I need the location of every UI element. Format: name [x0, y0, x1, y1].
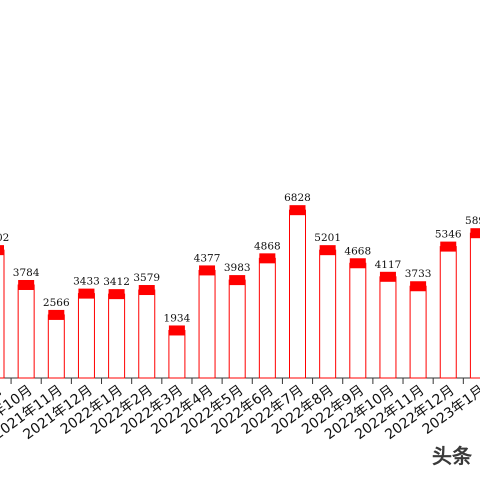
bar-15: [439, 246, 457, 379]
bar-6: [168, 329, 186, 379]
value-label-10: 6828: [284, 192, 311, 204]
category-labels-group: 2021年9月2021年10月2021年11月2021年12月2022年1月20…: [0, 382, 480, 443]
value-label-8: 3983: [224, 262, 251, 274]
value-label-12: 4668: [344, 245, 371, 257]
bar-14: [409, 285, 427, 379]
value-label-5: 3579: [133, 272, 160, 284]
bar-8: [228, 279, 246, 379]
bar-cap-8: [229, 275, 246, 286]
value-label-6: 1934: [164, 312, 191, 324]
bar-cap-12: [349, 258, 366, 269]
bar-cap-15: [440, 241, 457, 252]
bar-cap-7: [199, 265, 216, 276]
bar-cap-2: [48, 309, 65, 320]
value-label-15: 5346: [435, 229, 462, 241]
bar-12: [349, 262, 367, 379]
bar-11: [319, 249, 337, 379]
value-label-13: 4117: [375, 259, 402, 271]
bar-cap-6: [168, 325, 185, 336]
bar-3: [77, 293, 95, 379]
bar-cap-0: [0, 245, 4, 256]
bar-cap-16: [470, 228, 480, 239]
bar-5: [138, 289, 156, 379]
value-label-16: 5891: [465, 215, 480, 227]
bar-4: [108, 293, 126, 379]
value-label-2: 2566: [43, 297, 70, 309]
bar-13: [379, 276, 397, 379]
value-label-9: 4868: [254, 240, 281, 252]
value-label-0: 5202: [0, 232, 9, 244]
bar-cap-5: [138, 285, 155, 296]
bar-16: [469, 232, 480, 379]
bar-9: [258, 257, 276, 379]
bar-10: [289, 209, 306, 379]
bar-0: [0, 249, 5, 379]
value-label-1: 3784: [13, 267, 40, 279]
bar-cap-4: [108, 289, 125, 300]
value-label-7: 4377: [194, 252, 221, 264]
value-label-4: 3412: [103, 276, 130, 288]
bar-7: [198, 269, 216, 379]
value-label-11: 5201: [314, 232, 341, 244]
bar-1: [17, 284, 35, 379]
ticks-group: [10, 378, 464, 384]
watermark: 头条: [432, 444, 473, 468]
bar-cap-9: [259, 253, 276, 264]
bar-cap-3: [78, 288, 95, 299]
value-label-14: 3733: [405, 268, 432, 280]
bar-cap-13: [379, 271, 396, 282]
bar-2: [47, 314, 65, 379]
bars-group: [0, 205, 480, 379]
bar-cap-11: [319, 245, 336, 256]
value-label-3: 3433: [73, 276, 100, 288]
bar-cap-1: [18, 279, 35, 290]
bar-cap-14: [410, 281, 427, 292]
bar-cap-10: [289, 205, 306, 216]
